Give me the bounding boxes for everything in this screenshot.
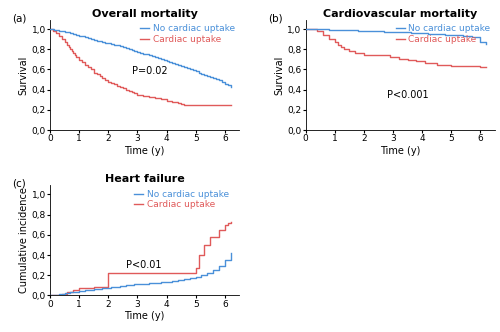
Text: P<0.01: P<0.01 — [126, 260, 161, 270]
Y-axis label: Survival: Survival — [19, 55, 29, 95]
Y-axis label: Cumulative incidence: Cumulative incidence — [19, 188, 29, 293]
Title: Heart failure: Heart failure — [105, 175, 184, 185]
X-axis label: Time (y): Time (y) — [124, 311, 165, 321]
Text: (b): (b) — [268, 13, 282, 23]
Text: P=0.02: P=0.02 — [132, 65, 167, 75]
Legend: No cardiac uptake, Cardiac uptake: No cardiac uptake, Cardiac uptake — [140, 25, 235, 44]
X-axis label: Time (y): Time (y) — [124, 146, 165, 156]
Text: (c): (c) — [12, 179, 26, 189]
Y-axis label: Survival: Survival — [274, 55, 284, 95]
Title: Cardiovascular mortality: Cardiovascular mortality — [323, 9, 478, 19]
Text: (a): (a) — [12, 13, 26, 23]
Title: Overall mortality: Overall mortality — [92, 9, 198, 19]
Legend: No cardiac uptake, Cardiac uptake: No cardiac uptake, Cardiac uptake — [396, 25, 490, 44]
Text: P<0.001: P<0.001 — [387, 90, 429, 100]
Legend: No cardiac uptake, Cardiac uptake: No cardiac uptake, Cardiac uptake — [134, 190, 229, 209]
X-axis label: Time (y): Time (y) — [380, 146, 420, 156]
